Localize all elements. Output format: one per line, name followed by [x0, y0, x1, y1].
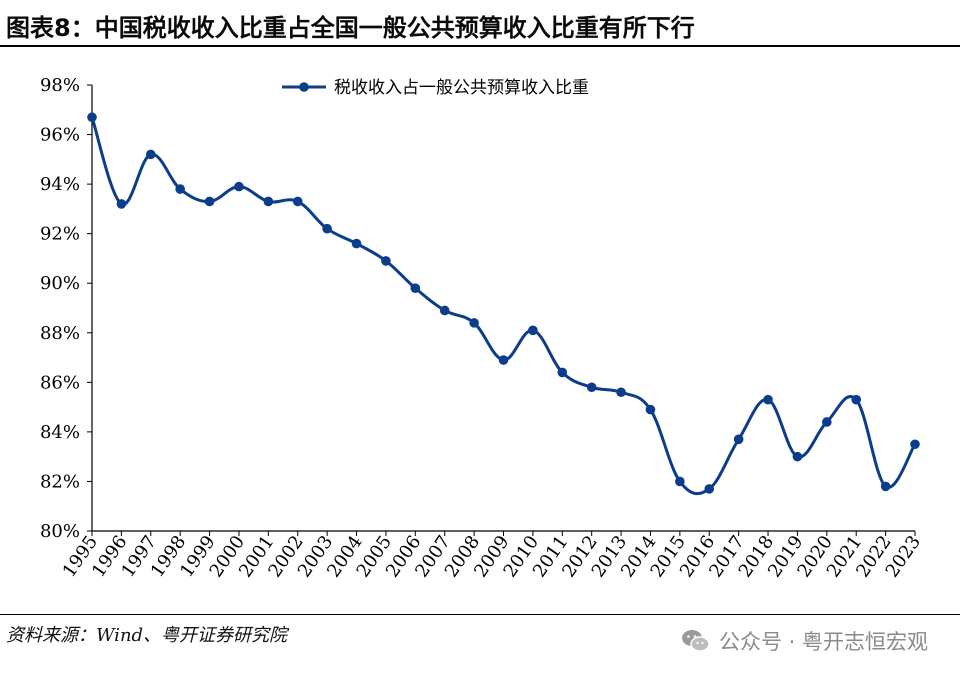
y-tick-label: 92%	[40, 224, 80, 245]
data-point	[234, 181, 244, 192]
legend-label: 税收收入占一般公共预算收入比重	[334, 78, 589, 98]
data-point	[204, 196, 215, 207]
wechat-icon	[681, 630, 710, 652]
data-point	[410, 283, 421, 293]
data-point	[145, 149, 156, 160]
data-point	[87, 112, 97, 123]
data-point	[263, 196, 274, 207]
data-point	[175, 184, 185, 194]
data-point	[439, 305, 450, 316]
data-point	[792, 451, 803, 462]
chart-axes	[87, 84, 916, 536]
plot-area	[87, 112, 920, 496]
line-chart: 80% 82% 84% 86% 88% 90% 92% 94% 96% 98% 199519961…	[40, 75, 925, 582]
data-point	[586, 382, 597, 393]
legend-marker	[299, 82, 309, 92]
data-point	[910, 439, 920, 450]
data-point	[733, 434, 744, 445]
watermark: 公众号 · 粤开志恒宏观	[681, 626, 928, 656]
y-tick-label: 86%	[40, 372, 80, 393]
y-tick-label: 90%	[40, 273, 80, 294]
data-point	[645, 404, 656, 415]
watermark-label: 公众号 · 粤开志恒宏观	[718, 630, 928, 654]
data-point	[763, 394, 773, 405]
data-point	[381, 256, 391, 266]
series-line	[90, 116, 917, 496]
source-divider	[0, 614, 960, 615]
data-point	[675, 476, 685, 487]
data-point	[528, 325, 538, 336]
y-tick-label: 88%	[40, 323, 80, 344]
legend: 税收收入占一般公共预算收入比重	[282, 78, 589, 98]
data-point	[704, 484, 715, 494]
title-divider	[0, 45, 960, 47]
data-point	[498, 355, 509, 365]
data-point	[616, 387, 626, 398]
data-point	[116, 199, 127, 209]
data-point	[322, 223, 332, 234]
data-point	[469, 318, 479, 328]
data-point	[880, 481, 891, 492]
data-point	[557, 367, 568, 378]
y-tick-labels: 80% 82% 84% 86% 88% 90% 92% 94% 96% 98%	[40, 75, 80, 542]
y-tick-label: 82%	[40, 471, 80, 492]
y-tick-label: 80%	[40, 521, 80, 542]
data-point	[292, 196, 303, 207]
y-tick-label: 94%	[40, 174, 80, 195]
y-tick-label: 84%	[40, 422, 80, 443]
y-tick-label: 98%	[40, 75, 80, 96]
data-point	[851, 394, 862, 405]
x-tick-labels: 1995199619971998199920002001200220032004…	[59, 532, 925, 582]
y-tick-label: 96%	[40, 125, 80, 146]
source-note: 资料来源：Wind、粤开证券研究院	[6, 625, 288, 646]
data-point	[822, 417, 832, 427]
data-point	[351, 238, 362, 249]
figure-title: 图表8：中国税收收入比重占全国一般公共预算收入比重有所下行	[6, 14, 695, 42]
